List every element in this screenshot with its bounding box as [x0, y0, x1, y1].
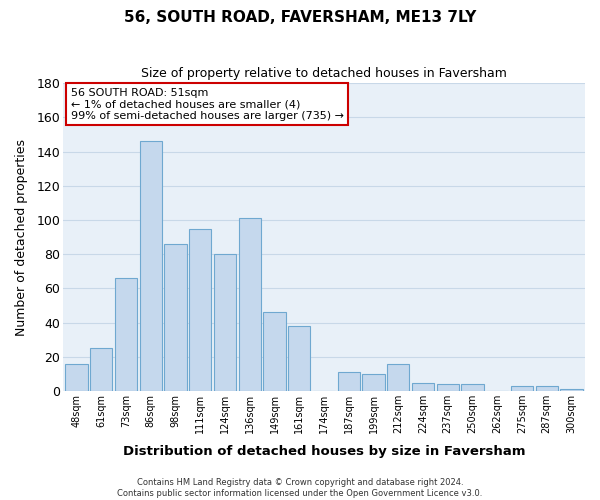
- Bar: [288, 326, 310, 391]
- Bar: [90, 348, 112, 391]
- Bar: [461, 384, 484, 391]
- Bar: [115, 278, 137, 391]
- X-axis label: Distribution of detached houses by size in Faversham: Distribution of detached houses by size …: [123, 444, 525, 458]
- Bar: [140, 141, 162, 391]
- Bar: [536, 386, 558, 391]
- Bar: [560, 390, 583, 391]
- Text: 56, SOUTH ROAD, FAVERSHAM, ME13 7LY: 56, SOUTH ROAD, FAVERSHAM, ME13 7LY: [124, 10, 476, 25]
- Bar: [387, 364, 409, 391]
- Text: Contains HM Land Registry data © Crown copyright and database right 2024.
Contai: Contains HM Land Registry data © Crown c…: [118, 478, 482, 498]
- Bar: [164, 244, 187, 391]
- Bar: [437, 384, 459, 391]
- Y-axis label: Number of detached properties: Number of detached properties: [15, 138, 28, 336]
- Bar: [412, 382, 434, 391]
- Bar: [189, 228, 211, 391]
- Bar: [263, 312, 286, 391]
- Bar: [239, 218, 261, 391]
- Bar: [214, 254, 236, 391]
- Bar: [362, 374, 385, 391]
- Text: 56 SOUTH ROAD: 51sqm
← 1% of detached houses are smaller (4)
99% of semi-detache: 56 SOUTH ROAD: 51sqm ← 1% of detached ho…: [71, 88, 344, 121]
- Bar: [338, 372, 360, 391]
- Title: Size of property relative to detached houses in Faversham: Size of property relative to detached ho…: [141, 68, 507, 80]
- Bar: [511, 386, 533, 391]
- Bar: [65, 364, 88, 391]
